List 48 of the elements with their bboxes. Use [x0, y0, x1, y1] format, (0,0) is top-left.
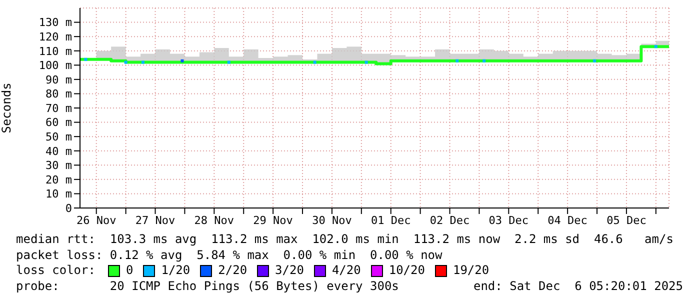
- y-tick-label: 90 m: [46, 73, 72, 86]
- x-tick-label: 04 Dec: [548, 214, 588, 227]
- point: [593, 59, 596, 62]
- legend-label: 3/20: [275, 263, 304, 278]
- y-tick-label: 0: [65, 202, 72, 215]
- x-tick-label: 28 Nov: [194, 214, 234, 227]
- point: [313, 60, 316, 64]
- x-tick-label: 27 Nov: [135, 214, 176, 227]
- y-axis-title: Seconds: [0, 82, 14, 134]
- text: end: Sat Dec 6 05:20:01 2025: [473, 278, 683, 294]
- y-tick-label: 130 m: [38, 16, 72, 30]
- legend-label: 1/20: [161, 263, 190, 278]
- y-tick-label: 70 m: [46, 102, 72, 115]
- point: [482, 59, 486, 62]
- legend-label: 10/20: [388, 263, 425, 278]
- text: probe: 20 ICMP Echo Pings (56 Bytes) every 300s: [16, 278, 399, 294]
- point: [227, 60, 230, 64]
- y-tick-label: 110 m: [38, 44, 72, 58]
- x-tick-label: 05 Dec: [606, 214, 646, 227]
- point: [124, 60, 128, 64]
- x-tick-label: 02 Dec: [430, 214, 470, 227]
- x-tick-label: 01 Dec: [370, 214, 411, 227]
- legend-label: 0: [126, 263, 134, 278]
- point: [141, 60, 144, 64]
- y-tick-label: 40 m: [46, 144, 72, 158]
- y-tick-label: 50 m: [46, 130, 72, 144]
- x-tick-label: 29 Nov: [253, 214, 294, 227]
- text: packet loss: 0.12 % avg 5.84 % max 0.00 % min 0.00 % now: [16, 248, 444, 263]
- y-tick-label: 60 m: [46, 116, 72, 130]
- legend-label: 2/20: [218, 263, 248, 278]
- point: [180, 59, 184, 62]
- x-tick-label: 26 Nov: [76, 214, 117, 227]
- legend-label: 4/20: [332, 263, 361, 278]
- point: [84, 58, 88, 61]
- y-tick-label: 100 m: [38, 59, 72, 72]
- y-tick-label: 30 m: [46, 159, 72, 172]
- x-tick-label: 30 Nov: [312, 214, 352, 227]
- point: [654, 45, 658, 48]
- x-tick-label: 03 Dec: [488, 214, 529, 227]
- y-tick-label: 80 m: [46, 88, 72, 101]
- point: [364, 60, 368, 64]
- y-tick-label: 10 m: [46, 188, 72, 201]
- text: median rtt: 103.3 ms avg 113.2 ms max 102.0 ms min 113.2 ms now 2.2 ms sd 46.6 am/s: [16, 232, 674, 248]
- y-tick-label: 120 m: [38, 30, 72, 44]
- y-tick-label: 20 m: [46, 173, 72, 186]
- legend-title: loss color:: [16, 263, 96, 278]
- legend-label: 19/20: [452, 263, 490, 278]
- point: [456, 59, 459, 62]
